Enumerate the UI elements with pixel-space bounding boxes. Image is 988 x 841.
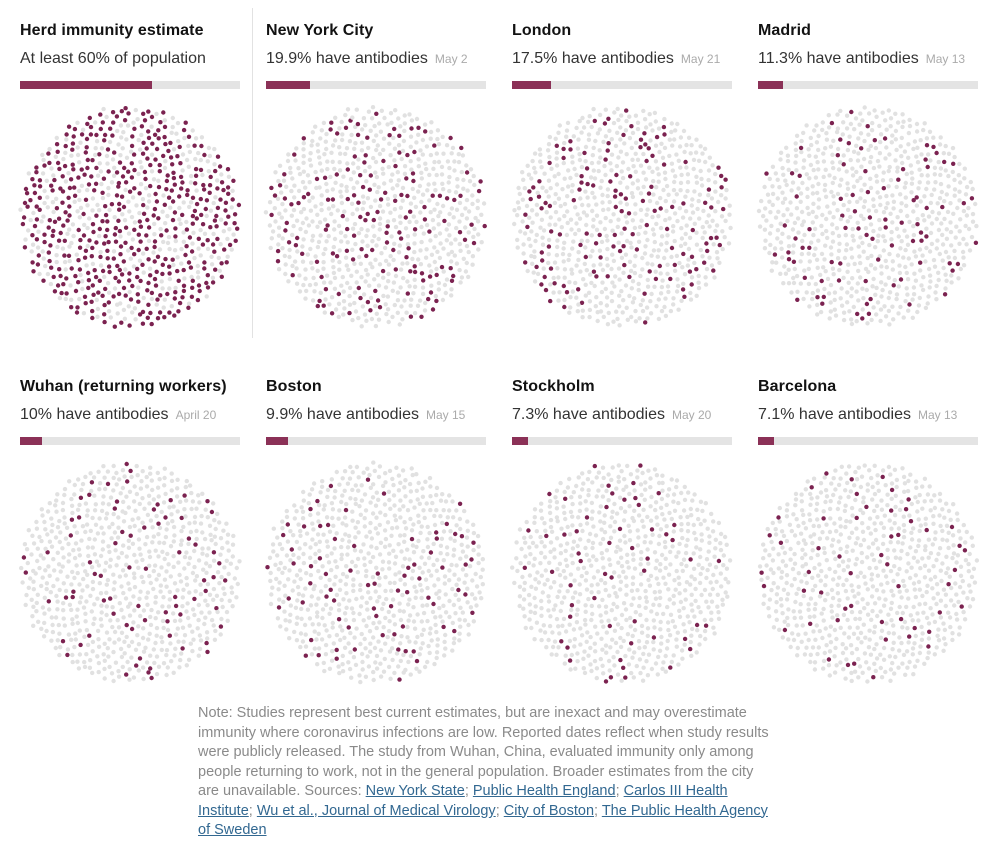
panel-barcelona: Barcelona 7.1% have antibodies May 13 (758, 378, 978, 688)
progress-bar (758, 437, 978, 445)
progress-bar (266, 81, 486, 89)
bar-fill (512, 437, 528, 445)
dot-circle-chart (507, 102, 737, 332)
dot-circle-chart (15, 458, 245, 688)
progress-bar (20, 437, 240, 445)
bar-fill (266, 81, 310, 89)
source-link-public-health-england[interactable]: Public Health England (473, 783, 616, 799)
panel-wuhan: Wuhan (returning workers) 10% have antib… (20, 378, 240, 688)
bar-fill (20, 81, 152, 89)
dot-circle-chart (507, 458, 737, 688)
footnote-separator: ; (496, 803, 504, 819)
panel-london: London 17.5% have antibodies May 21 (512, 22, 732, 332)
source-link-new-york-state[interactable]: New York State (366, 783, 465, 799)
panel-value: 10% have antibodies (20, 406, 169, 423)
panel-date: May 15 (426, 408, 465, 422)
dot-circle-chart (15, 102, 245, 332)
panel-date: April 20 (176, 408, 217, 422)
bar-fill (20, 437, 42, 445)
panel-value: 19.9% have antibodies (266, 50, 428, 67)
panel-title: Stockholm (512, 378, 732, 396)
panel-title: New York City (266, 22, 486, 40)
panel-herd-immunity: Herd immunity estimate At least 60% of p… (20, 22, 240, 332)
panel-title: Wuhan (returning workers) (20, 378, 240, 396)
panel-title: London (512, 22, 732, 40)
panel-date: May 13 (918, 408, 957, 422)
footnote-separator: ; (249, 803, 257, 819)
panel-madrid: Madrid 11.3% have antibodies May 13 (758, 22, 978, 332)
dot-circle-chart (753, 102, 983, 332)
bar-fill (758, 437, 774, 445)
panel-value: 7.3% have antibodies (512, 406, 665, 423)
footnote: Note: Studies represent best current est… (198, 704, 776, 841)
panel-value-row: 19.9% have antibodies May 2 (266, 50, 486, 68)
header-divider-line (252, 8, 253, 338)
footnote-separator: ; (616, 783, 624, 799)
panel-value: 11.3% have antibodies (758, 50, 919, 67)
panel-date: May 20 (672, 408, 711, 422)
panel-title: Barcelona (758, 378, 978, 396)
panel-value-row: 9.9% have antibodies May 15 (266, 406, 486, 424)
panel-date: May 2 (435, 52, 468, 66)
panel-value-row: 10% have antibodies April 20 (20, 406, 240, 424)
source-link-city-of-boston[interactable]: City of Boston (504, 803, 594, 819)
panel-title: Herd immunity estimate (20, 22, 240, 40)
panel-new-york-city: New York City 19.9% have antibodies May 2 (266, 22, 486, 332)
panel-title: Boston (266, 378, 486, 396)
panel-date: May 21 (681, 52, 720, 66)
panel-date: May 13 (926, 52, 965, 66)
panel-value-row: 11.3% have antibodies May 13 (758, 50, 978, 68)
footnote-separator: ; (594, 803, 602, 819)
progress-bar (512, 437, 732, 445)
source-link-wu-et-al[interactable]: Wu et al., Journal of Medical Virology (257, 803, 496, 819)
panel-boston: Boston 9.9% have antibodies May 15 (266, 378, 486, 688)
footnote-separator: ; (465, 783, 473, 799)
panel-value-row: At least 60% of population (20, 50, 240, 68)
progress-bar (20, 81, 240, 89)
progress-bar (512, 81, 732, 89)
panel-value-row: 7.3% have antibodies May 20 (512, 406, 732, 424)
panel-value: 7.1% have antibodies (758, 406, 911, 423)
bar-fill (758, 81, 783, 89)
dot-circle-chart (261, 102, 491, 332)
panel-value-row: 17.5% have antibodies May 21 (512, 50, 732, 68)
bar-fill (512, 81, 551, 89)
progress-bar (758, 81, 978, 89)
panel-stockholm: Stockholm 7.3% have antibodies May 20 (512, 378, 732, 688)
progress-bar (266, 437, 486, 445)
panel-value: 9.9% have antibodies (266, 406, 419, 423)
panel-value: At least 60% of population (20, 50, 206, 67)
panels-grid: Herd immunity estimate At least 60% of p… (0, 0, 988, 688)
panel-value-row: 7.1% have antibodies May 13 (758, 406, 978, 424)
bar-fill (266, 437, 288, 445)
dot-circle-chart (753, 458, 983, 688)
panel-title: Madrid (758, 22, 978, 40)
dot-circle-chart (261, 458, 491, 688)
panel-value: 17.5% have antibodies (512, 50, 674, 67)
